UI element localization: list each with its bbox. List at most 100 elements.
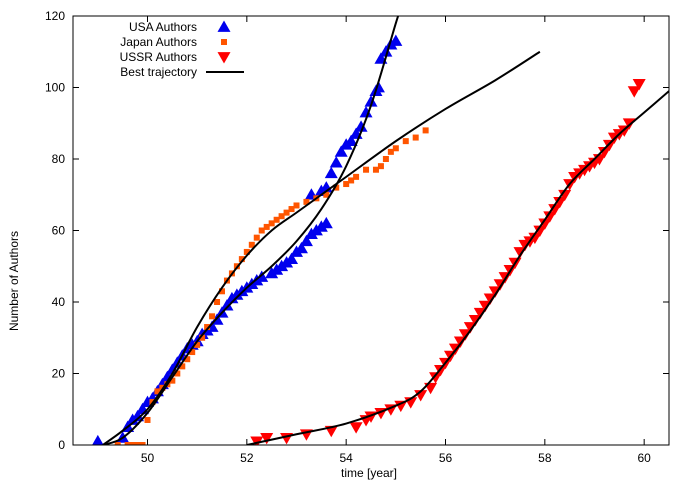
best-trajectory-curve [102, 16, 400, 445]
data-point [548, 204, 562, 216]
data-point [260, 432, 274, 445]
data-point [124, 442, 131, 445]
data-point [627, 86, 641, 98]
legend-label: Japan Authors [120, 35, 197, 49]
series-usa-authors [92, 34, 403, 445]
y-tick-label: 40 [52, 295, 66, 309]
data-point [323, 191, 330, 198]
data-point [179, 363, 186, 370]
x-tick-label: 54 [339, 451, 353, 465]
best-trajectory-curve [102, 50, 541, 445]
data-point [294, 241, 308, 254]
data-point [278, 213, 285, 220]
series-ussr-authors [250, 79, 646, 445]
data-point [285, 252, 299, 264]
data-point [184, 356, 191, 363]
data-point [353, 173, 360, 180]
data-point [134, 442, 141, 445]
y-tick-label: 0 [58, 438, 65, 452]
best-trajectory-curve [246, 90, 669, 445]
data-point [194, 341, 201, 348]
data-point [243, 248, 250, 255]
x-tick-label: 56 [439, 451, 453, 465]
data-point [617, 125, 631, 137]
data-point [533, 225, 547, 237]
x-tick-label: 52 [240, 451, 254, 465]
data-point [299, 234, 313, 247]
data-point [92, 434, 104, 445]
data-point [333, 184, 340, 191]
legend-marker [221, 39, 227, 45]
y-tick-label: 60 [52, 224, 66, 238]
x-tick-label: 60 [637, 451, 651, 465]
data-point [253, 234, 260, 241]
data-point [372, 166, 379, 173]
data-point [354, 120, 368, 132]
data-point [394, 400, 408, 413]
data-point [214, 299, 221, 305]
data-point [392, 145, 399, 152]
data-point [268, 220, 275, 227]
data-point [250, 436, 264, 445]
data-point [189, 349, 196, 356]
data-point [319, 216, 333, 229]
data-point [382, 156, 389, 162]
x-tick-label: 58 [538, 451, 552, 465]
data-point [558, 189, 572, 202]
series-japan-authors [114, 127, 429, 445]
axes-layer: 50 52 54 56 58 60 0 20 40 60 80 100 120 [45, 9, 670, 465]
x-axis-label: time [year] [341, 466, 397, 480]
data-point [204, 324, 211, 331]
data-point [288, 206, 295, 213]
x-tick-label: 50 [141, 451, 155, 465]
data-point [199, 334, 206, 341]
data-point [377, 163, 384, 170]
data-point [334, 145, 348, 157]
data-point [379, 45, 393, 57]
data-point [553, 197, 567, 209]
data-point [131, 409, 145, 422]
legend-label: USSR Authors [120, 50, 197, 64]
data-point [114, 442, 121, 445]
data-point [387, 148, 394, 155]
y-axis-label: Number of Authors [7, 231, 21, 331]
data-point [349, 422, 363, 434]
data-point [283, 209, 290, 216]
data-point [434, 365, 448, 377]
data-point [303, 198, 310, 205]
data-point [238, 256, 245, 263]
data-point [248, 241, 255, 248]
data-point [129, 442, 136, 445]
data-point [154, 388, 161, 395]
data-point [348, 177, 355, 184]
data-point [597, 146, 611, 159]
data-point [324, 166, 338, 179]
data-point [389, 34, 403, 46]
data-point [364, 95, 378, 107]
data-point [343, 181, 350, 188]
data-point [538, 218, 552, 230]
legend-marker [217, 52, 231, 64]
data-point [429, 372, 443, 384]
data-point [602, 139, 616, 152]
legend-label: Best trajectory [120, 65, 197, 79]
data-point [174, 370, 181, 377]
legend-marker [217, 20, 231, 32]
data-point [422, 127, 429, 134]
data-point [293, 202, 300, 209]
data-point [528, 232, 542, 245]
data-point [359, 106, 373, 118]
data-point [273, 216, 280, 223]
data-point [258, 227, 265, 234]
data-point [139, 442, 146, 445]
data-point [209, 313, 216, 320]
data-point [543, 211, 557, 223]
data-point [219, 288, 225, 295]
y-tick-label: 120 [45, 9, 65, 23]
plot-layer [92, 16, 669, 445]
data-point [412, 134, 419, 141]
data-point [263, 223, 270, 230]
y-tick-label: 100 [45, 81, 65, 95]
